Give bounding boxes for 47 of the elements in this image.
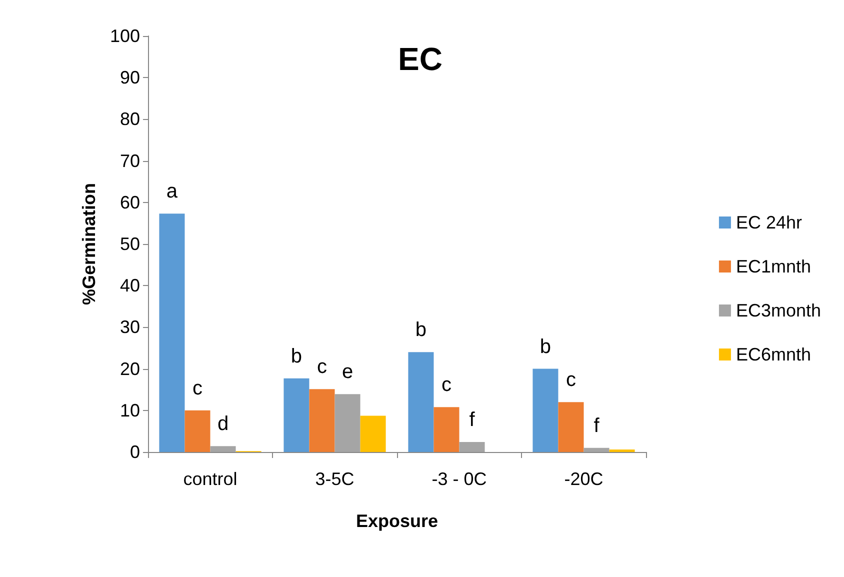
x-tick-label: -20C — [564, 469, 604, 489]
y-tick-label: 30 — [120, 317, 140, 338]
bar — [210, 446, 236, 452]
y-tick-label: 100 — [110, 26, 140, 46]
bar — [360, 416, 386, 452]
x-axis-title: Exposure — [356, 511, 438, 531]
y-axis-title: %Germination — [79, 182, 99, 306]
y-tick-label: 0 — [130, 442, 140, 462]
y-tick-label: 70 — [120, 150, 140, 171]
y-tick-label: 40 — [120, 276, 140, 296]
bar — [532, 368, 558, 452]
legend-label: EC3month — [736, 300, 822, 320]
data-label: b — [540, 336, 552, 358]
bar — [334, 394, 360, 452]
legend-label: EC6mnth — [736, 344, 812, 364]
bar — [558, 402, 584, 452]
data-label: b — [415, 319, 427, 342]
data-label: f — [469, 409, 476, 432]
data-label: c — [316, 356, 327, 378]
data-label: e — [342, 361, 354, 384]
data-label: b — [290, 345, 302, 368]
y-tick-label: 50 — [120, 234, 140, 254]
legend-label: EC1mnth — [736, 256, 812, 276]
legend-label: EC 24hr — [736, 212, 802, 232]
y-tick-label: 80 — [120, 109, 140, 130]
y-tick-label: 90 — [120, 68, 140, 88]
bar — [284, 378, 310, 452]
y-tick-label: 60 — [120, 192, 140, 212]
bar — [408, 352, 434, 452]
y-tick-label: 10 — [120, 400, 140, 420]
x-tick-label: 3-5C — [315, 469, 354, 489]
data-label: a — [166, 180, 178, 203]
bar — [309, 389, 335, 452]
data-label: c — [441, 374, 452, 396]
data-label: d — [217, 413, 229, 436]
data-label: c — [566, 369, 576, 392]
bar — [584, 448, 610, 452]
x-tick-label: -3 - 0C — [432, 469, 487, 489]
data-label: c — [192, 377, 202, 400]
bar — [184, 410, 210, 452]
x-tick-label: control — [183, 469, 238, 489]
chart-title: EC — [398, 41, 442, 77]
data-label: f — [594, 414, 600, 437]
bar — [434, 407, 460, 452]
bar — [159, 214, 185, 452]
bar — [459, 442, 485, 452]
y-tick-label: 20 — [120, 358, 140, 379]
